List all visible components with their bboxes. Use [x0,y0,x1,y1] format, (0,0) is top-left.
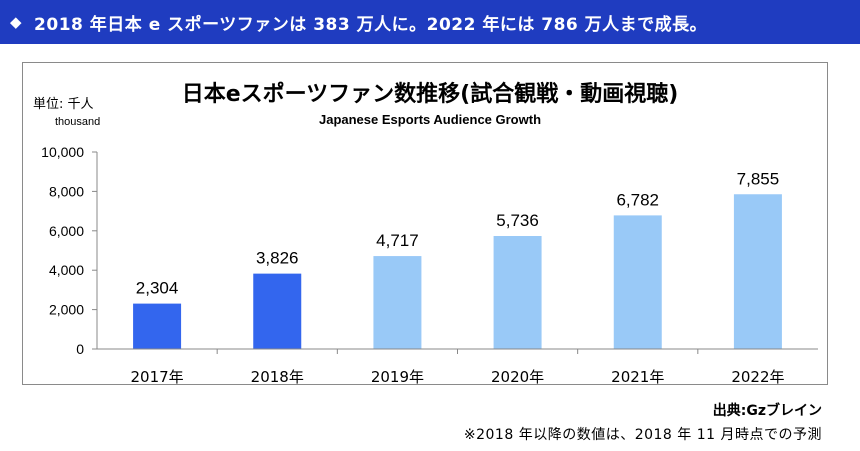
chart-title: 日本eスポーツファン数推移(試合観戦・動画視聴) [182,81,679,107]
diamond-icon: ◆ [10,13,23,31]
bar-2020年 [493,236,542,349]
bar-value-label: 4,717 [376,231,419,250]
source-label: 出典:Gzブレイン [712,403,822,419]
chart-subtitle: Japanese Esports Audience Growth [319,112,541,127]
y-tick-label: 8,000 [49,183,84,199]
headline-banner: ◆ 2018 年日本 e スポーツファンは 383 万人に。2022 年には 7… [0,0,860,44]
bar-2017年 [133,303,182,349]
bar-value-label: 3,826 [256,249,299,268]
y-axis-unit-sublabel: thousand [55,116,100,128]
x-tick-label: 2019年 [371,368,424,386]
y-tick-label: 6,000 [49,223,84,239]
y-tick-label: 4,000 [49,262,84,278]
y-tick-label: 10,000 [41,144,84,160]
x-tick-label: 2017年 [130,368,183,386]
bar-2019年 [373,256,422,349]
bar-value-label: 7,855 [737,169,780,188]
bar-2022年 [733,194,782,349]
bar-2018年 [253,273,302,349]
chart-frame [22,62,828,385]
x-tick-label: 2020年 [491,368,544,386]
bar-value-label: 6,782 [616,190,659,209]
y-axis-unit-label: 単位: 千人 [33,96,94,112]
x-tick-label: 2018年 [251,368,304,386]
y-tick-label: 0 [76,341,84,357]
bar-value-label: 5,736 [496,211,539,230]
bar-2021年 [613,215,662,349]
x-tick-label: 2021年 [611,368,664,386]
headline-text: 2018 年日本 e スポーツファンは 383 万人に。2022 年には 786… [34,14,708,35]
bar-value-label: 2,304 [136,279,179,298]
x-tick-label: 2022年 [731,368,784,386]
forecast-note: ※2018 年以降の数値は、2018 年 11 月時点での予測 [463,427,822,443]
y-tick-label: 2,000 [49,302,84,318]
